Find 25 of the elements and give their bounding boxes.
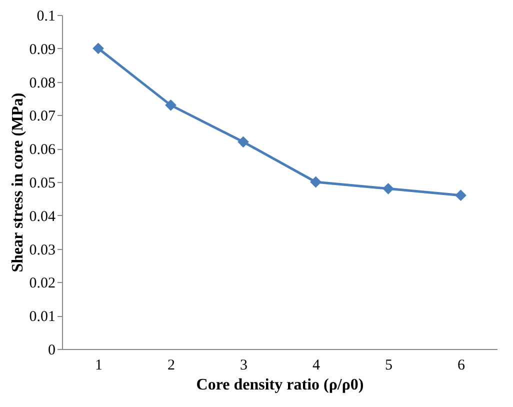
point xyxy=(238,136,249,148)
y-axis-title: Shear stress in core (MPa) xyxy=(9,92,26,272)
y-tick-label: 0.08 xyxy=(29,75,56,92)
y-tick-label: 0.04 xyxy=(29,208,56,225)
x-tick-label: 3 xyxy=(240,358,248,374)
x-axis-title: Core density ratio (ρ/ρ0) xyxy=(196,376,364,394)
y-tick-label: 0.07 xyxy=(29,108,56,125)
y-tick-label: 0.06 xyxy=(29,142,56,158)
y-tick-label: 0.09 xyxy=(29,42,56,58)
x-tick-label: 2 xyxy=(168,358,175,374)
x-tick-label: 1 xyxy=(95,358,102,374)
point xyxy=(455,190,466,202)
point xyxy=(92,42,104,54)
point xyxy=(382,182,394,194)
y-tick-label: 0.03 xyxy=(29,242,56,258)
y-tick-label: 0.01 xyxy=(29,309,56,326)
point xyxy=(310,176,322,188)
y-tick-label: 0.05 xyxy=(29,176,56,192)
x-tick-label: 6 xyxy=(458,358,466,374)
x-tick-label: 4 xyxy=(312,358,320,374)
y-tick-label: 0.02 xyxy=(29,276,56,292)
point xyxy=(165,99,176,111)
y-tick-label: 0 xyxy=(48,342,56,358)
x-tick-label: 5 xyxy=(385,358,392,374)
y-tick-label: 0.1 xyxy=(36,8,56,24)
